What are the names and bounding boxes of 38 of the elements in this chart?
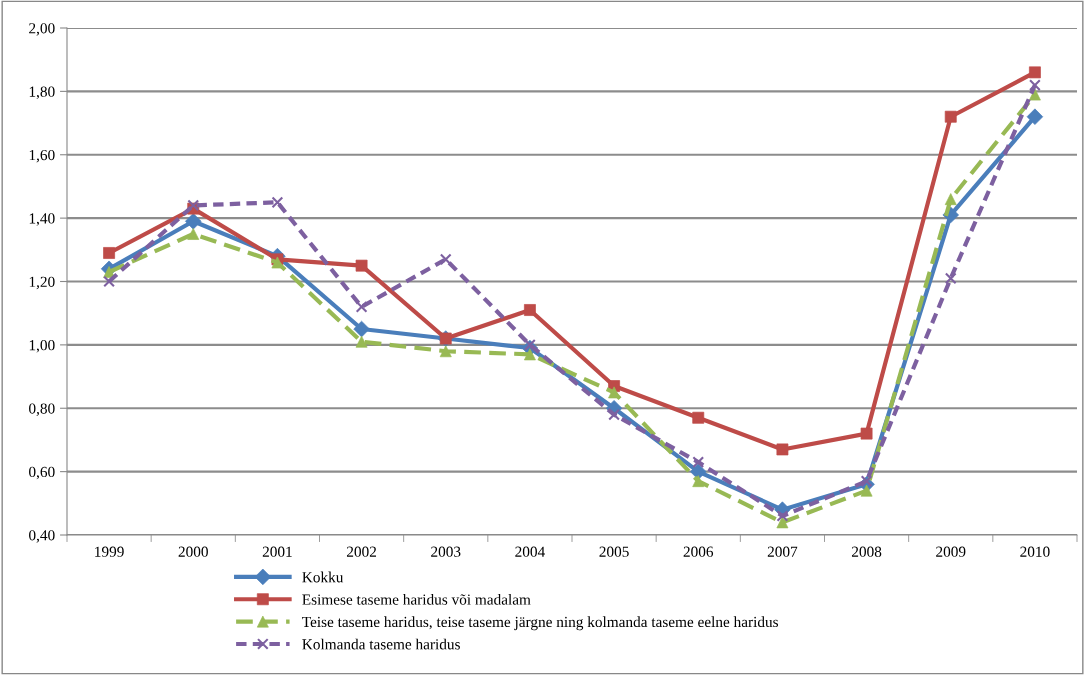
x-tick-label: 1999	[95, 546, 124, 557]
point	[524, 338, 536, 351]
legend-label: Teise taseme haridus, teise taseme järgne ning kolmanda taseme eelne haridus	[302, 616, 779, 631]
point	[608, 408, 620, 421]
point	[776, 510, 789, 522]
y-tick-label: 1,00	[29, 340, 55, 353]
point	[353, 320, 370, 338]
point	[692, 456, 705, 469]
point	[1026, 108, 1044, 125]
y-tick-label: 0,80	[29, 403, 55, 416]
x-tick-label: 2003	[431, 546, 461, 557]
point	[439, 253, 452, 266]
y-tick-label: 2,00	[29, 23, 55, 36]
y-tick-label: 0,60	[29, 466, 55, 480]
x-tick-label: 2002	[346, 546, 377, 557]
y-tick-label: 1,60	[29, 149, 55, 163]
x-tick-label: 2001	[262, 546, 292, 557]
x-tick-label: 2010	[1020, 546, 1050, 557]
x-tick-label: 2006	[683, 546, 714, 557]
y-tick-label: 1,40	[29, 213, 55, 226]
x-tick-label: 2007	[767, 546, 798, 557]
point	[103, 275, 115, 288]
point	[860, 475, 873, 488]
point	[271, 196, 284, 209]
point	[355, 300, 368, 313]
y-tick-label: 1,20	[29, 276, 55, 290]
y-tick-label: 0,40	[29, 530, 55, 543]
x-tick-label: 2008	[851, 546, 882, 557]
x-tick-label: 2000	[178, 546, 208, 557]
point	[1029, 79, 1041, 91]
legend-label: Esimese taseme haridus või madalam	[302, 593, 531, 605]
x-tick-label: 2009	[936, 546, 966, 557]
legend-label: Kolmanda taseme haridus	[302, 638, 460, 650]
x-tick-label: 2005	[599, 546, 629, 557]
legend-label: Kokku	[302, 571, 344, 583]
y-tick-label: 1,80	[29, 86, 55, 100]
point	[944, 272, 957, 285]
x-tick-label: 2004	[515, 546, 545, 557]
